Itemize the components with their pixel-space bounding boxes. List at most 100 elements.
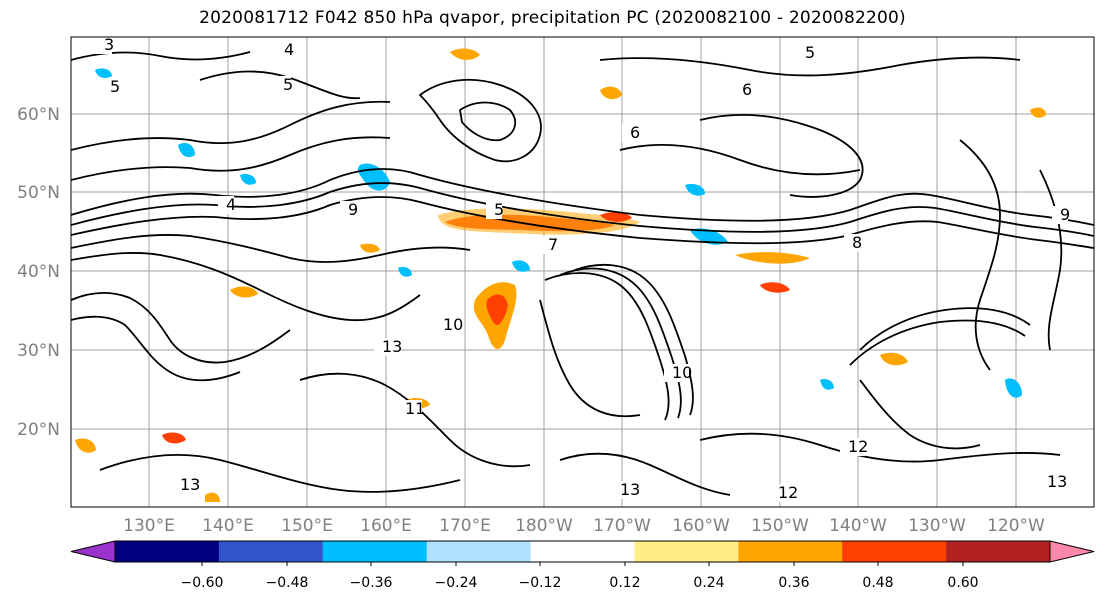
colorbar-tick-label: −0.60 [181, 575, 224, 591]
contour-label: 10 [672, 363, 692, 382]
latitude-labels: 60°N 50°N 40°N 30°N 20°N [17, 105, 60, 440]
contour-label: 11 [405, 399, 425, 418]
contour-line [574, 263, 694, 416]
longitude-labels: 130°E 140°E 150°E 160°E 170°E 180°W 170°W 160°W… [123, 516, 1045, 536]
contour-label: 5 [110, 77, 120, 96]
lat-label: 60°N [17, 105, 60, 125]
contour-label: 12 [848, 437, 868, 456]
colorbar [70, 540, 1095, 563]
contour-label-bg [172, 476, 197, 494]
contour-line [859, 379, 981, 450]
contour-line [71, 292, 291, 364]
contour-label-bg [275, 76, 291, 94]
contour-line [599, 56, 1021, 77]
contour-label-bg [622, 124, 638, 142]
colorbar-segment [218, 541, 324, 562]
colorbar-tick-label: 0.60 [947, 575, 978, 591]
contour-label: 9 [348, 200, 358, 219]
contour-labels: 3 4 5 5 6 6 7 8 9 9 10 10 11 12 12 13 13 13 13 4 5 5 [96, 35, 1070, 502]
lon-label: 130°W [908, 516, 966, 536]
contour-label-bg [1052, 206, 1068, 224]
contour-label-bg [435, 316, 460, 334]
contour-label-bg [840, 438, 865, 456]
lat-label: 20°N [17, 420, 60, 440]
lon-label: 120°W [987, 516, 1045, 536]
contour-label: 10 [443, 315, 463, 334]
contour-line [699, 432, 1061, 463]
lon-label: 160°E [360, 516, 412, 536]
precip-patch [735, 252, 810, 264]
colorbar-tick-label: 0.36 [778, 575, 809, 591]
plot-area [70, 36, 1095, 508]
contour-label: 5 [283, 75, 293, 94]
contour-label-bg [734, 81, 750, 99]
map-title: 2020081712 F042 850 hPa qvapor, precipit… [199, 8, 906, 28]
precip-patch [178, 143, 195, 158]
lon-label: 130°E [123, 516, 175, 536]
contour-label-bg [844, 234, 860, 252]
contour-label-bg [276, 41, 292, 59]
colorbar-tick-label: −0.12 [519, 575, 562, 591]
colorbar-segment [426, 541, 532, 562]
contour-label: 5 [805, 43, 815, 62]
colorbar-tick-label: 0.24 [693, 575, 724, 591]
colorbar-segment [946, 541, 1051, 562]
contour-line [559, 267, 682, 419]
contour-label: 7 [548, 235, 558, 254]
qvapor-contours [71, 51, 1094, 496]
precip-patch [486, 294, 508, 325]
contour-line [71, 196, 1094, 249]
contour-label: 13 [180, 475, 200, 494]
colorbar-tick-labels: −0.60 −0.48 −0.36 −0.24 −0.12 0.12 0.24 0.36 0.4… [181, 562, 979, 591]
precip-patch [230, 286, 258, 298]
contour-label: 9 [1060, 205, 1070, 224]
contour-line [1039, 169, 1063, 351]
contour-line [459, 101, 517, 142]
contour-line [849, 319, 1026, 366]
contour-label-bg [218, 196, 234, 214]
precip-patch [240, 173, 256, 185]
colorbar-segment [115, 541, 220, 562]
precip-patch [820, 378, 834, 390]
contour-label: 13 [382, 337, 402, 356]
contour-label-bg [96, 37, 112, 54]
contour-label-bg [797, 44, 813, 62]
precip-patch [600, 86, 622, 100]
contour-line [71, 234, 471, 263]
contour-line [71, 100, 391, 151]
lon-label: 180°W [515, 516, 573, 536]
precip-patch [760, 282, 790, 293]
contour-label: 13 [1047, 472, 1067, 491]
contour-label-bg [102, 78, 118, 96]
lat-label: 40°N [17, 262, 60, 282]
colorbar-tick-label: −0.36 [350, 575, 393, 591]
colorbar-segment [322, 541, 428, 562]
contour-label-bg [612, 481, 637, 499]
colorbar-segment [634, 541, 739, 562]
contour-label-bg [664, 364, 689, 382]
contour-label-bg [486, 201, 502, 219]
precip-patch [600, 212, 632, 222]
contour-line [71, 136, 391, 181]
lon-label: 160°W [672, 516, 730, 536]
contour-line [619, 143, 861, 176]
contour-line [859, 307, 1031, 351]
precip-patch [1030, 107, 1046, 118]
lon-label: 140°W [829, 516, 887, 536]
lon-label: 150°E [281, 516, 333, 536]
contour-label: 3 [104, 35, 114, 54]
precip-patch [880, 352, 908, 366]
precip-patch [95, 68, 112, 78]
contour-label: 4 [284, 40, 294, 59]
contour-label: 6 [742, 80, 752, 99]
precip-patch [450, 48, 480, 60]
contour-line [539, 299, 641, 418]
contour-label: 4 [226, 195, 236, 214]
lon-label: 170°W [593, 516, 651, 536]
contour-line [71, 182, 1094, 237]
precip-patch [685, 184, 705, 196]
precip-patch [1005, 378, 1022, 398]
lon-label: 150°W [751, 516, 809, 536]
contour-line [71, 315, 241, 382]
